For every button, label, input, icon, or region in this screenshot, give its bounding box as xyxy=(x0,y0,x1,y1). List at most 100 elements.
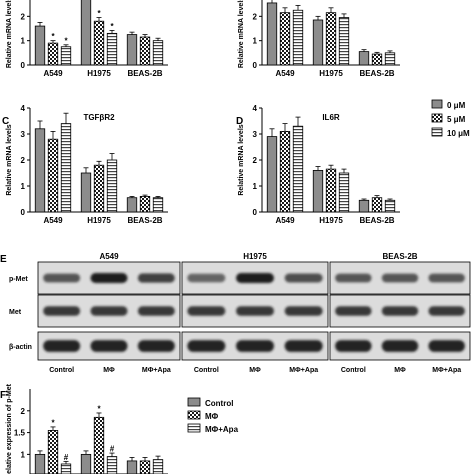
y-tick-label: 1 xyxy=(253,37,258,46)
legend-label-mphi: MΦ xyxy=(205,412,219,421)
blot-row-label: β-actin xyxy=(9,344,32,351)
bar-c-h1975-s0 xyxy=(80,172,92,213)
x-tick-label: H1975 xyxy=(87,216,111,225)
blot-cell-line-label: A549 xyxy=(99,252,119,261)
bar-b-beas-2b-s1 xyxy=(371,53,383,66)
blot-lane-label: Control xyxy=(341,367,366,374)
significance-mark: * xyxy=(51,418,55,427)
y-tick-label: 1 xyxy=(21,37,26,46)
blot-band-pmet-2 xyxy=(428,273,465,283)
y-tick-label: 1 xyxy=(21,182,26,191)
blot-band-pmet-0 xyxy=(335,273,372,283)
blot-band-met-0 xyxy=(335,306,372,316)
x-tick-label: BEAS-2B xyxy=(359,69,394,78)
blot-band-met-1 xyxy=(90,306,128,316)
y-tick-label: 1.5 xyxy=(14,429,26,438)
bar-f-a549-s2 xyxy=(60,463,72,474)
bar-a-h1975-s2 xyxy=(106,32,118,66)
bar-d-a549-s0 xyxy=(266,136,278,213)
blot-band-actin-1 xyxy=(90,340,128,352)
y-axis-label: Relative expression of p-Met xyxy=(6,383,13,474)
bar-d-a549-s2 xyxy=(292,125,304,213)
legend-swatch-5 xyxy=(431,113,443,123)
y-tick-label: 0 xyxy=(253,208,258,217)
blot-lane-label: MΦ xyxy=(394,367,406,374)
legend-label-mphi-apa: MΦ+Apa xyxy=(205,425,239,434)
bar-b-h1975-s2 xyxy=(338,17,350,66)
chart-panel-c: 0 1 2 3 4 Relative mRNA levels TGFβR2 A549 H1975… xyxy=(6,104,168,225)
blot-lane-label: Control xyxy=(49,367,74,374)
bar-b-beas-2b-s2 xyxy=(384,52,396,66)
blot-lane-label: MΦ+Apa xyxy=(289,367,318,374)
y-tick-label: 3 xyxy=(253,130,258,139)
bar-d-h1975-s1 xyxy=(325,168,337,213)
blot-band-actin-2 xyxy=(428,340,465,352)
y-axis-label: Relative mRNA levels xyxy=(238,0,245,68)
x-tick-label: BEAS-2B xyxy=(359,216,394,225)
bar-b-h1975-s1 xyxy=(325,12,337,66)
bar-b-h1975-s0 xyxy=(312,19,324,66)
y-tick-label: 0 xyxy=(21,61,26,70)
significance-mark: # xyxy=(110,445,115,454)
bar-f-beas-2b-s1 xyxy=(139,460,151,474)
blot-band-met-0 xyxy=(187,306,226,316)
bar-f-beas-2b-s2 xyxy=(152,459,164,474)
y-tick-label: 2 xyxy=(21,407,26,416)
y-tick-label: 3 xyxy=(21,130,26,139)
y-tick-label: 4 xyxy=(253,104,258,113)
bar-a-a549-s1 xyxy=(47,42,59,66)
x-tick-label: H1975 xyxy=(87,69,111,78)
blot-band-met-1 xyxy=(381,306,419,316)
x-tick-label: H1975 xyxy=(319,216,343,225)
blot-band-pmet-0 xyxy=(187,273,226,283)
bar-f-a549-s1 xyxy=(47,430,59,474)
blot-lane-label: MΦ xyxy=(103,367,115,374)
blot-band-actin-0 xyxy=(335,340,372,352)
y-tick-label: 0 xyxy=(21,208,26,217)
blot-band-pmet-1 xyxy=(90,273,128,283)
panel-letter-e: E xyxy=(0,254,7,265)
significance-mark: * xyxy=(97,9,101,18)
chart-title: IL6R xyxy=(322,113,340,122)
blot-band-pmet-1 xyxy=(381,273,419,283)
x-tick-label: A549 xyxy=(43,69,63,78)
legend-treatment: Control MΦ MΦ+Apa xyxy=(187,397,239,434)
bar-d-beas-2b-s2 xyxy=(384,199,396,213)
bar-b-a549-s0 xyxy=(266,2,278,66)
y-tick-label: 2 xyxy=(21,12,26,21)
x-tick-label: H1975 xyxy=(319,69,343,78)
bar-a-beas-2b-s0 xyxy=(126,34,138,66)
blot-band-met-2 xyxy=(137,306,175,316)
blot-band-pmet-2 xyxy=(137,273,175,283)
legend-swatch-mphi xyxy=(187,410,201,420)
bar-f-beas-2b-s0 xyxy=(126,460,138,474)
legend-label-control: Control xyxy=(205,399,233,408)
blot-band-met-1 xyxy=(236,306,274,316)
charts-layer: 0 1 2 Relative mRNA levels * * A549 * * * H1975 BEA… xyxy=(6,0,400,474)
bar-a-beas-2b-s2 xyxy=(152,40,164,66)
western-blot-panel: A549 Control MΦ MΦ+Apa H1975 Control MΦ MΦ+Apa B… xyxy=(9,252,471,374)
x-tick-label: A549 xyxy=(275,69,295,78)
bar-a-h1975-s1 xyxy=(93,20,105,66)
bar-f-h1975-s0 xyxy=(80,453,92,474)
bar-a-beas-2b-s1 xyxy=(139,36,151,66)
bar-c-beas-2b-s0 xyxy=(126,197,138,213)
bar-c-a549-s0 xyxy=(34,128,46,213)
legend-label-10: 10 μM xyxy=(447,129,470,138)
blot-band-met-0 xyxy=(43,306,81,316)
significance-mark: * xyxy=(97,404,101,413)
y-tick-label: 4 xyxy=(21,104,26,113)
blot-band-actin-0 xyxy=(43,340,81,352)
blot-band-actin-1 xyxy=(236,340,274,352)
chart-title: TGFβR2 xyxy=(83,113,115,122)
y-axis-label: Relative mRNA levels xyxy=(6,124,13,195)
legend-swatch-control xyxy=(187,397,201,407)
y-tick-label: 2 xyxy=(21,156,26,165)
blot-band-actin-2 xyxy=(137,340,175,352)
bar-a-h1975-s0 xyxy=(80,0,92,66)
bar-c-a549-s1 xyxy=(47,138,59,213)
blot-row-label: p-Met xyxy=(9,276,28,283)
bar-f-h1975-s1 xyxy=(93,416,105,474)
blot-band-actin-0 xyxy=(187,340,226,352)
